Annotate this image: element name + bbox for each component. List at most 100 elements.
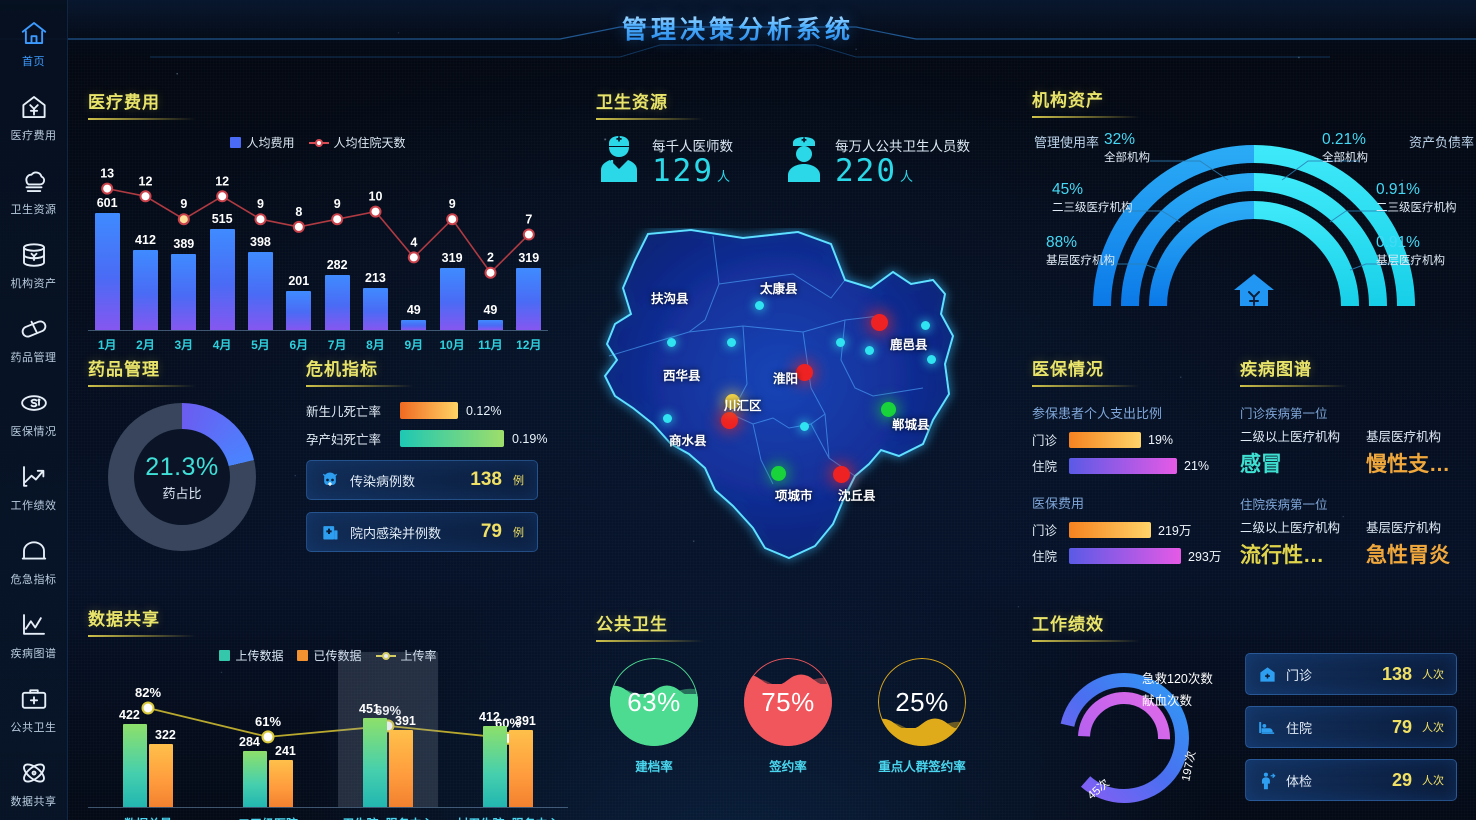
chart-bar[interactable] — [477, 320, 503, 330]
map-dot[interactable] — [865, 346, 874, 355]
map-region-label[interactable]: 川汇区 — [724, 399, 762, 413]
insurance-row: 住院 21% — [1032, 456, 1232, 475]
crisis-card-infectious[interactable]: 传染病例数 138 例 — [306, 460, 538, 500]
sidebar-nav[interactable]: 首页 医疗费用 卫生资源 机构资产 药品管理 医保情况 工作绩效 危急指标 — [0, 0, 68, 820]
sidebar-item-data-share[interactable]: 数据共享 — [0, 746, 68, 820]
chart-bar[interactable] — [94, 212, 120, 330]
chart-x-label: 2月 — [136, 338, 155, 352]
crisis-label: 新生儿死亡率 — [306, 405, 382, 419]
sidebar-item-performance[interactable]: 工作绩效 — [0, 450, 68, 524]
chart-bar[interactable] — [389, 730, 413, 807]
stat-card-inpatient[interactable]: 住院 79 人次 — [1245, 706, 1457, 748]
chart-bar[interactable] — [401, 320, 427, 330]
legend-swatch — [297, 650, 309, 661]
chart-bar[interactable] — [247, 252, 273, 330]
crisis-card-value: 79 — [480, 521, 502, 542]
disease-name: 急性胃炎 — [1366, 544, 1450, 567]
panel-public-health: 公共卫生 63% 建档率 75% 签约率 25% 重点人群签约率 — [596, 610, 1016, 775]
chart-bar[interactable] — [171, 254, 197, 330]
chart-bar-column: 398 — [241, 205, 279, 330]
map-marker-green[interactable] — [771, 466, 786, 481]
map-region-label[interactable]: 鹿邑县 — [890, 338, 928, 352]
map-region-label[interactable]: 太康县 — [760, 282, 798, 296]
chart-bar[interactable] — [363, 718, 387, 807]
map-dot[interactable] — [927, 355, 936, 364]
disease-columns: 二级以上医疗机构 流行性… 基层医疗机构 急性胃炎 — [1240, 517, 1476, 569]
stat-card-checkup[interactable]: 体检 29 人次 — [1245, 759, 1457, 801]
map-dot[interactable] — [921, 321, 930, 330]
chart-bar[interactable] — [132, 249, 158, 330]
map-region-label[interactable]: 扶沟县 — [651, 292, 689, 306]
sidebar-item-label: 疾病图谱 — [10, 647, 57, 660]
map-dot[interactable] — [727, 338, 736, 347]
sidebar-item-home[interactable]: 首页 — [0, 6, 68, 80]
panel-medical-cost: 医疗费用 人均费用 人均住院天数 13 12 9 12 9 8 9 10 4 9 2 7 601 412… — [88, 88, 548, 359]
crisis-value: 0.12% — [466, 403, 502, 418]
map-dot[interactable] — [663, 414, 672, 423]
chart-bar[interactable] — [516, 267, 542, 330]
legend-label: 已传数据 — [313, 649, 362, 663]
gauge-item: 75% 签约率 — [744, 658, 832, 775]
map-region-label[interactable]: 西华县 — [663, 369, 701, 383]
gauge-percent: 75% — [761, 686, 815, 717]
chart-bar[interactable] — [123, 724, 147, 807]
sidebar-item-critical-indicator[interactable]: 危急指标 — [0, 524, 68, 598]
sidebar-item-institution-asset[interactable]: 机构资产 — [0, 228, 68, 302]
sidebar-item-insurance[interactable]: 医保情况 — [0, 376, 68, 450]
insurance-row: 门诊 19% — [1032, 430, 1232, 449]
chart-bar[interactable] — [209, 229, 235, 330]
chart-bar[interactable] — [483, 726, 507, 807]
sidebar-item-health-resource[interactable]: 卫生资源 — [0, 154, 68, 228]
asset-name: 全部机构 — [1322, 152, 1368, 164]
chart-bar[interactable] — [286, 290, 312, 330]
legend-item: 人均费用 — [230, 134, 295, 151]
section-title-drug: 药品管理 — [88, 355, 196, 387]
chart-bar[interactable] — [149, 743, 173, 807]
chart-bar[interactable] — [243, 751, 267, 807]
stat-card-outpatient[interactable]: 门诊 138 人次 — [1245, 653, 1457, 695]
chart-x-label: 卫生院+服务中心 — [328, 815, 448, 820]
map-region-label[interactable]: 项城市 — [775, 489, 813, 503]
asset-percent: 88% — [1046, 234, 1078, 251]
section-title-text: 数据共享 — [88, 610, 160, 629]
chart-bar[interactable] — [439, 267, 465, 330]
map-region-label[interactable]: 商水县 — [669, 434, 707, 448]
map-region-label[interactable]: 郸城县 — [892, 418, 930, 432]
map-dot[interactable] — [667, 338, 676, 347]
gauge-caption: 签约率 — [769, 760, 807, 774]
sidebar-item-drug-management[interactable]: 药品管理 — [0, 302, 68, 376]
gauge-percent: 25% — [895, 686, 949, 717]
chart-bar[interactable] — [362, 288, 388, 330]
insurance-value: 19% — [1148, 432, 1174, 447]
chart-x-label: 12月 — [516, 338, 542, 352]
map-marker-green[interactable] — [881, 402, 896, 417]
sidebar-item-disease-map[interactable]: 疾病图谱 — [0, 598, 68, 672]
map-marker-red[interactable] — [796, 364, 813, 381]
map-marker-red[interactable] — [833, 466, 850, 483]
insurance-bar — [1069, 457, 1177, 474]
sidebar-item-medical-cost[interactable]: 医疗费用 — [0, 80, 68, 154]
sidebar-item-public-health[interactable]: 公共卫生 — [0, 672, 68, 746]
map-region-label[interactable]: 沈丘县 — [838, 489, 876, 503]
map-region-label[interactable]: 淮阳 — [773, 372, 799, 386]
svg-text:13: 13 — [100, 167, 114, 181]
section-title-text: 卫生资源 — [596, 93, 668, 112]
map-marker-red[interactable] — [871, 314, 888, 331]
page-title: 管理决策分析系统 — [0, 10, 1476, 46]
chart-bar-value: 282 — [326, 257, 348, 272]
chart-bar-value: 601 — [96, 195, 118, 210]
chart-bar[interactable] — [509, 730, 533, 807]
chart-bar[interactable] — [269, 759, 293, 807]
chart-x-label: 数据总量 — [88, 815, 208, 820]
map-dot[interactable] — [800, 422, 809, 431]
map-marker-red[interactable] — [721, 412, 738, 429]
map-dot[interactable] — [755, 301, 764, 310]
section-title-text: 疾病图谱 — [1240, 360, 1312, 379]
chart-x-label: 9月 — [404, 338, 424, 352]
regional-map[interactable]: 扶沟县 太康县西华县 淮阳 川汇区商水县 鹿邑县郸城县项城市 沈丘县 — [593, 228, 993, 593]
donut-percent: 21.3% — [145, 452, 219, 481]
map-dot[interactable] — [836, 338, 845, 347]
map-marker-yellow[interactable] — [725, 394, 740, 409]
crisis-card-nosocomial[interactable]: 院内感染并例数 79 例 — [306, 512, 538, 552]
chart-bar[interactable] — [324, 274, 350, 330]
